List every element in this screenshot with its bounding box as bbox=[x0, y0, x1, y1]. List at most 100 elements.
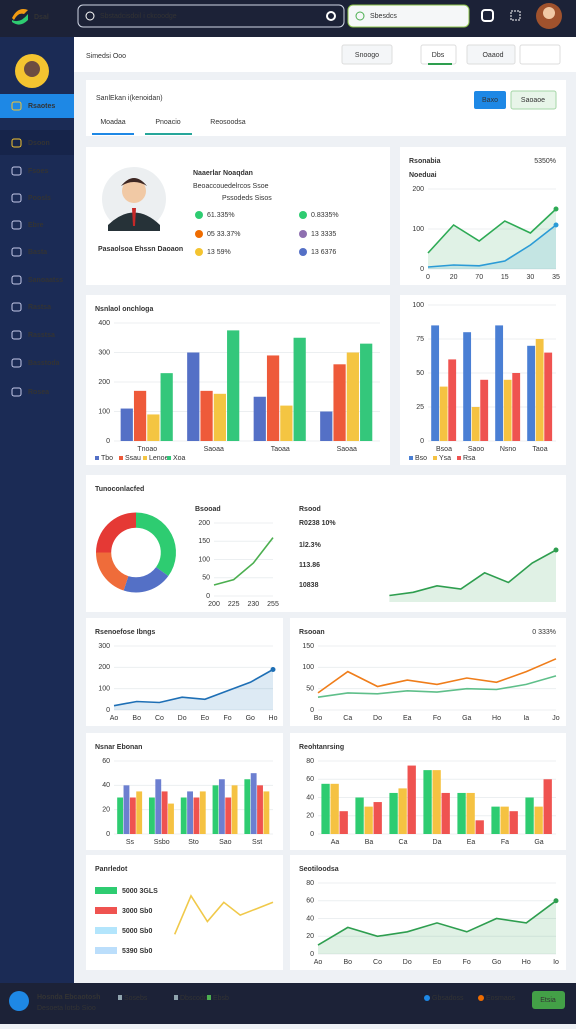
button[interactable] bbox=[474, 91, 506, 109]
row-text: 10838 bbox=[299, 582, 319, 589]
x-tick-label: 30 bbox=[527, 274, 535, 281]
chart-title: Rsenoefose Ibngs bbox=[95, 629, 155, 636]
legend-label: Ysa bbox=[439, 455, 451, 462]
row-swatch bbox=[95, 927, 117, 934]
x-tick-label: 0 bbox=[426, 274, 430, 281]
icon[interactable] bbox=[326, 11, 336, 21]
x-tick-label: Do bbox=[178, 715, 187, 722]
row-text: 3000 Sb0 bbox=[122, 908, 152, 915]
stat-dot bbox=[299, 248, 307, 256]
area bbox=[428, 225, 556, 269]
bar bbox=[250, 773, 257, 834]
y-tick-label: 0 bbox=[420, 438, 424, 445]
sidebar-item: Fsoes bbox=[28, 168, 48, 175]
button-label: Baxo bbox=[482, 97, 498, 104]
chart-note: 0 333% bbox=[532, 629, 556, 636]
button[interactable] bbox=[466, 44, 516, 65]
bar bbox=[266, 355, 280, 441]
header-button: Dbs bbox=[432, 52, 445, 59]
bar bbox=[136, 791, 143, 834]
x-tick-label: 20 bbox=[450, 274, 458, 281]
x-tick-label: Da bbox=[433, 839, 442, 846]
button[interactable] bbox=[510, 90, 557, 110]
legend-label: Tbo bbox=[101, 455, 113, 462]
bar bbox=[253, 396, 266, 441]
sidebar-item: Rsaotes bbox=[28, 103, 55, 110]
x-tick-label: Ao bbox=[314, 959, 323, 966]
x-tick-label: Fo bbox=[223, 715, 231, 722]
bar bbox=[148, 797, 155, 834]
y-tick-label: 25 bbox=[416, 404, 424, 411]
bar bbox=[168, 803, 174, 834]
x-tick-label: 225 bbox=[228, 601, 240, 608]
bar bbox=[231, 785, 238, 834]
stat-dot bbox=[195, 211, 203, 219]
x-tick-label: Ea bbox=[467, 839, 476, 846]
bar bbox=[509, 811, 518, 834]
row-swatch bbox=[95, 887, 117, 894]
y-tick-label: 0 bbox=[310, 707, 314, 714]
footer-link: Ebsb bbox=[213, 995, 229, 1002]
x-tick-label: Taoaa bbox=[271, 446, 290, 453]
y-tick-label: 0 bbox=[310, 831, 314, 838]
row-text: 5000 3GLS bbox=[122, 888, 158, 895]
legend-label: Rsa bbox=[463, 455, 476, 462]
y-tick-label: 100 bbox=[98, 408, 110, 415]
x-tick-label: Sao bbox=[219, 839, 232, 846]
x-tick-label: Sst bbox=[252, 839, 262, 846]
legend-swatch bbox=[409, 456, 413, 460]
legend-label: Ssau bbox=[125, 455, 141, 462]
search-icon bbox=[355, 11, 365, 21]
bar bbox=[293, 337, 306, 441]
button[interactable] bbox=[519, 44, 561, 65]
y-tick-label: 100 bbox=[198, 556, 210, 563]
card bbox=[290, 618, 566, 726]
chart-note: 5350% bbox=[534, 158, 556, 165]
legend-label: Lenoe bbox=[149, 455, 169, 462]
stat-value: 13 59% bbox=[207, 249, 231, 256]
x-tick-label: Io bbox=[553, 959, 559, 966]
stat-dot bbox=[299, 230, 307, 238]
x-tick-label: 200 bbox=[208, 601, 220, 608]
x-tick-label: 70 bbox=[475, 274, 483, 281]
footer-dot bbox=[174, 995, 178, 1000]
button[interactable] bbox=[341, 44, 393, 65]
y-tick-label: 100 bbox=[412, 226, 424, 233]
icon[interactable] bbox=[481, 9, 494, 22]
x-tick-label: Ba bbox=[365, 839, 374, 846]
sidebar-item: Poosls bbox=[28, 195, 51, 202]
y-tick-label: 40 bbox=[306, 915, 314, 922]
search-box[interactable] bbox=[347, 4, 470, 28]
chart-title: Nsnlaol onchloga bbox=[95, 306, 153, 313]
y-tick-label: 100 bbox=[302, 664, 314, 671]
button[interactable] bbox=[532, 991, 565, 1009]
x-tick-label: Fo bbox=[463, 959, 471, 966]
stat-value: 0.8335% bbox=[311, 212, 339, 219]
bar bbox=[160, 373, 173, 441]
bar bbox=[475, 820, 484, 834]
icon[interactable] bbox=[510, 10, 521, 21]
x-tick-label: Tnoao bbox=[137, 446, 157, 453]
x-tick-label: Ho bbox=[269, 715, 278, 722]
line-point bbox=[270, 666, 276, 672]
footer-brand: Hosnda Ebcaotosh bbox=[37, 994, 100, 1001]
line-point bbox=[553, 547, 559, 553]
y-tick-label: 150 bbox=[302, 643, 314, 650]
bar bbox=[544, 352, 553, 441]
y-tick-label: 200 bbox=[98, 379, 110, 386]
bar bbox=[527, 345, 536, 441]
chart-title: Tunoconlacfed bbox=[95, 486, 144, 493]
search-box[interactable] bbox=[77, 4, 345, 28]
card bbox=[290, 855, 566, 970]
footer bbox=[0, 983, 576, 1024]
button-label: Etsia bbox=[540, 997, 556, 1004]
pie-slice bbox=[123, 567, 169, 593]
line bbox=[317, 900, 557, 946]
bar bbox=[123, 785, 130, 834]
bar bbox=[133, 390, 147, 441]
sidebar-avatar bbox=[24, 61, 40, 77]
profile-avatar bbox=[121, 178, 147, 186]
x-tick-label: 15 bbox=[501, 274, 509, 281]
x-tick-label: Saoaa bbox=[204, 446, 224, 453]
bar bbox=[495, 325, 504, 441]
